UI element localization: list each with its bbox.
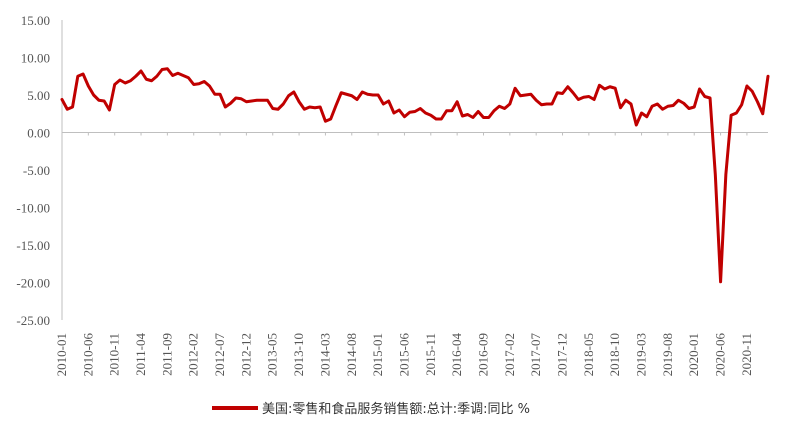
- y-tick-label: -25.00: [16, 313, 50, 328]
- x-tick-label: 2012-02: [186, 333, 201, 376]
- y-tick-label: 5.00: [27, 88, 50, 103]
- x-tick-label: 2011-04: [133, 333, 148, 376]
- x-tick-label: 2010-01: [54, 333, 69, 376]
- x-tick-label: 2015-06: [396, 333, 411, 377]
- x-tick-label: 2015-11: [423, 333, 438, 376]
- x-tick-label: 2015-01: [370, 333, 385, 376]
- x-tick-label: 2010-06: [80, 333, 95, 377]
- y-tick-label: 15.00: [21, 13, 50, 28]
- y-tick-label: -5.00: [23, 163, 50, 178]
- y-tick-label: 10.00: [21, 51, 50, 66]
- y-tick-label: -10.00: [16, 201, 50, 216]
- x-tick-label: 2019-08: [660, 333, 675, 376]
- x-tick-label: 2010-11: [107, 333, 122, 376]
- x-axis-tick-labels: 2010-01 2010-06 2010-11 2011-04 2011-09 2012-…: [54, 333, 754, 377]
- x-tick-label: 2017-02: [502, 333, 517, 376]
- y-tick-label: -15.00: [16, 238, 50, 253]
- y-tick-label: -20.00: [16, 276, 50, 291]
- x-tick-label: 2014-03: [317, 333, 332, 376]
- x-tick-label: 2017-12: [555, 333, 570, 376]
- x-tick-label: 2017-07: [528, 333, 543, 377]
- x-tick-label: 2020-01: [686, 333, 701, 376]
- x-tick-label: 2018-05: [581, 333, 596, 376]
- x-tick-label: 2012-07: [212, 333, 227, 377]
- x-tick-label: 2013-05: [265, 333, 280, 376]
- x-tick-label: 2019-03: [634, 333, 649, 376]
- x-tick-label: 2020-11: [739, 333, 754, 376]
- x-tick-label: 2020-06: [713, 333, 728, 377]
- y-tick-label: 0.00: [27, 126, 50, 141]
- y-axis-tick-labels: 15.00 10.00 5.00 0.00 -5.00 -10.00 -15.00 -20.0…: [16, 13, 50, 328]
- x-tick-label: 2018-10: [607, 333, 622, 376]
- series-line: [60, 67, 770, 284]
- x-tick-label: 2011-09: [159, 333, 174, 376]
- x-tick-label: 2013-10: [291, 333, 306, 376]
- legend-label: 美国:零售和食品服务销售额:总计:季调:同比 %: [262, 401, 530, 417]
- x-tick-label: 2016-09: [475, 333, 490, 376]
- x-axis-ticks: [61, 132, 748, 136]
- x-tick-label: 2012-12: [238, 333, 253, 376]
- x-tick-label: 2014-08: [344, 333, 359, 376]
- legend: 美国:零售和食品服务销售额:总计:季调:同比 %: [212, 401, 530, 417]
- x-tick-label: 2016-04: [449, 333, 464, 377]
